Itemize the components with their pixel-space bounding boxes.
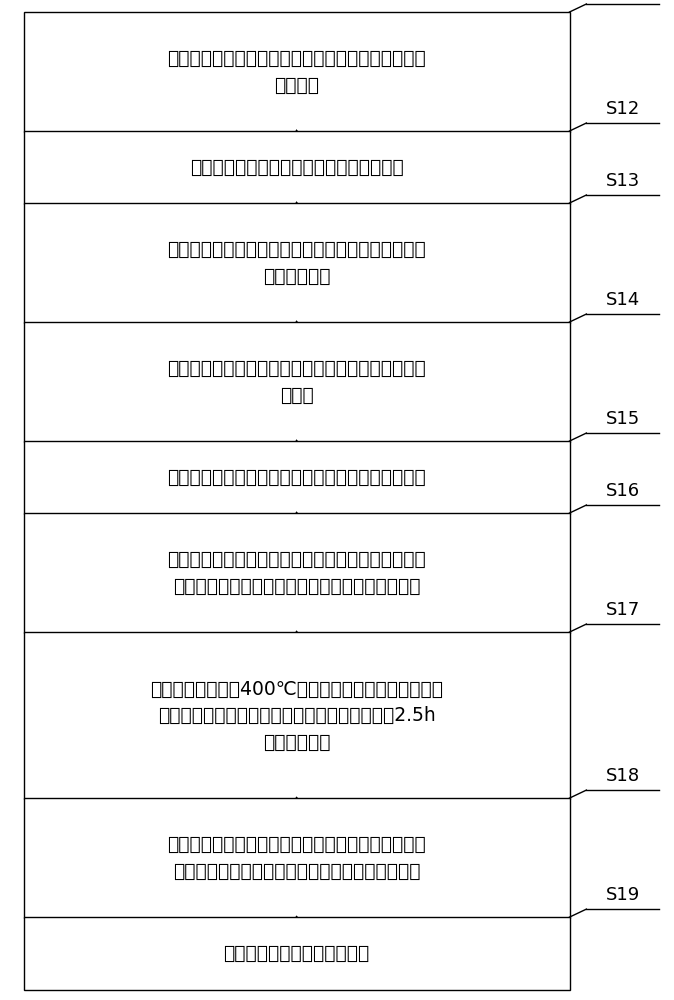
Text: S14: S14 — [605, 291, 640, 309]
Bar — [24, 632, 570, 799]
Text: S18: S18 — [606, 767, 640, 785]
Bar — [24, 513, 570, 633]
Text: 采用真空退火炉在400℃下对形成有绝缘薄膜层、镍铬
丝栅薄膜层以及保护薄膜层的镍基合金基底进行2.5h
的真空热处理: 采用真空退火炉在400℃下对形成有绝缘薄膜层、镍铬 丝栅薄膜层以及保护薄膜层的镍… — [150, 680, 443, 752]
Text: 通过研抛工艺对镍基合金基底进行表面处理: 通过研抛工艺对镍基合金基底进行表面处理 — [189, 158, 404, 177]
Bar — [24, 322, 570, 442]
Text: S17: S17 — [605, 601, 640, 619]
Bar — [24, 12, 570, 132]
Text: 采用正性光刻胶对电极焊盘进行保护，在电极焊盘以
外的区域采用离子束溅射镀膜工艺沉积保护薄膜层: 采用正性光刻胶对电极焊盘进行保护，在电极焊盘以 外的区域采用离子束溅射镀膜工艺沉… — [167, 550, 426, 596]
Bar — [24, 798, 570, 918]
Bar — [24, 131, 570, 204]
Bar — [24, 203, 570, 323]
Bar — [24, 441, 570, 514]
Text: S16: S16 — [606, 482, 640, 500]
Text: S13: S13 — [605, 172, 640, 190]
Text: 在绝缘薄膜层表面通过离子束溅射镀膜工艺沉积镍铬
薄膜层: 在绝缘薄膜层表面通过离子束溅射镀膜工艺沉积镍铬 薄膜层 — [167, 359, 426, 405]
Text: 在电极薄膜上焊接耐高温导线: 在电极薄膜上焊接耐高温导线 — [224, 944, 369, 963]
Text: 采用等离子体化学气相沉积工艺在镍基合金基底上沉
积绝缘薄膜层: 采用等离子体化学气相沉积工艺在镍基合金基底上沉 积绝缘薄膜层 — [167, 240, 426, 286]
Text: 采用正性光刻胶对电极焊盘以外的区域进行保护，通
过离子束溅射镀膜工艺在电极焊盘上沉积电极薄膜: 采用正性光刻胶对电极焊盘以外的区域进行保护，通 过离子束溅射镀膜工艺在电极焊盘上… — [167, 835, 426, 881]
Text: 对镍铬薄膜层进行离子束刻蚀，形成镍铬丝栅薄膜层: 对镍铬薄膜层进行离子束刻蚀，形成镍铬丝栅薄膜层 — [167, 468, 426, 487]
Bar — [24, 917, 570, 990]
Text: 制作镍铬丝栅薄膜层、保护薄膜层以及电极薄膜所需
的掩膜版: 制作镍铬丝栅薄膜层、保护薄膜层以及电极薄膜所需 的掩膜版 — [167, 49, 426, 95]
Text: S12: S12 — [605, 100, 640, 118]
Text: S19: S19 — [605, 886, 640, 904]
Text: S15: S15 — [605, 410, 640, 428]
